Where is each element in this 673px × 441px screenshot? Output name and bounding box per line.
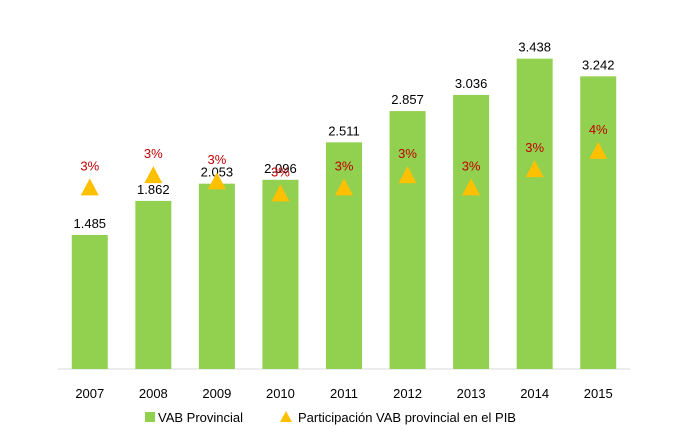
legend-label-participacion: Participación VAB provincial en el PIB bbox=[298, 410, 516, 425]
x-tick-2009: 2009 bbox=[202, 386, 231, 401]
marker-labels-layer: 3% 3% 3% 3% 3% 3% 3% 3% 4% bbox=[80, 122, 608, 180]
legend: VAB Provincial Participación VAB provinc… bbox=[145, 410, 516, 425]
marker-label-2011: 3% bbox=[335, 158, 354, 173]
marker-2009 bbox=[207, 172, 226, 190]
marker-2010 bbox=[271, 184, 290, 202]
bar-label-2011: 2.511 bbox=[328, 123, 360, 138]
marker-label-2008: 3% bbox=[144, 146, 163, 161]
x-tick-2013: 2013 bbox=[457, 386, 486, 401]
x-tick-2012: 2012 bbox=[393, 386, 422, 401]
bar-label-2013: 3.036 bbox=[455, 76, 488, 91]
marker-2015 bbox=[589, 141, 608, 159]
marker-label-2015: 4% bbox=[589, 122, 608, 137]
x-tick-2014: 2014 bbox=[520, 386, 549, 401]
marker-label-2012: 3% bbox=[398, 146, 417, 161]
bar-2013 bbox=[453, 94, 490, 370]
x-tick-labels: 2007 2008 2009 2010 2011 2012 2013 2014 2015 bbox=[75, 386, 612, 401]
bar-label-2009: 2.053 bbox=[201, 165, 234, 180]
x-tick-2015: 2015 bbox=[584, 386, 613, 401]
marker-2013 bbox=[462, 178, 481, 196]
legend-swatch-vab bbox=[145, 412, 155, 422]
bar-label-2015: 3.242 bbox=[582, 57, 615, 72]
marker-2008 bbox=[144, 166, 163, 184]
markers-layer bbox=[80, 141, 608, 202]
bar-2014 bbox=[516, 58, 553, 369]
marker-label-2007: 3% bbox=[80, 158, 99, 173]
marker-label-2013: 3% bbox=[462, 158, 481, 173]
bar-2012 bbox=[389, 111, 426, 369]
bar-label-2010: 2.096 bbox=[264, 161, 297, 176]
x-tick-2007: 2007 bbox=[75, 386, 104, 401]
bar-2009 bbox=[198, 183, 235, 369]
marker-label-2010: 3% bbox=[271, 164, 290, 179]
bar-2007 bbox=[71, 234, 108, 369]
bar-2008 bbox=[135, 200, 172, 369]
bar-2015 bbox=[580, 76, 617, 369]
bar-labels-layer: 1.485 1.862 2.053 2.096 2.511 2.857 3.036 3.438… bbox=[74, 40, 615, 231]
bar-label-2008: 1.862 bbox=[137, 182, 170, 197]
x-tick-2008: 2008 bbox=[139, 386, 168, 401]
bar-label-2007: 1.485 bbox=[74, 216, 107, 231]
marker-2011 bbox=[335, 178, 353, 196]
marker-label-2009: 3% bbox=[207, 152, 226, 167]
bars-layer bbox=[71, 58, 617, 370]
legend-marker-participacion bbox=[280, 411, 292, 422]
x-tick-2011: 2011 bbox=[330, 386, 358, 401]
bar-2011 bbox=[326, 142, 362, 369]
marker-2007 bbox=[80, 178, 99, 196]
x-tick-2010: 2010 bbox=[266, 386, 295, 401]
bar-label-2012: 2.857 bbox=[391, 92, 424, 107]
bar-label-2014: 3.438 bbox=[518, 40, 551, 55]
marker-2014 bbox=[525, 160, 544, 178]
legend-label-vab: VAB Provincial bbox=[158, 410, 243, 425]
marker-label-2014: 3% bbox=[525, 140, 544, 155]
marker-2012 bbox=[398, 166, 417, 184]
bar-2010 bbox=[262, 179, 299, 369]
